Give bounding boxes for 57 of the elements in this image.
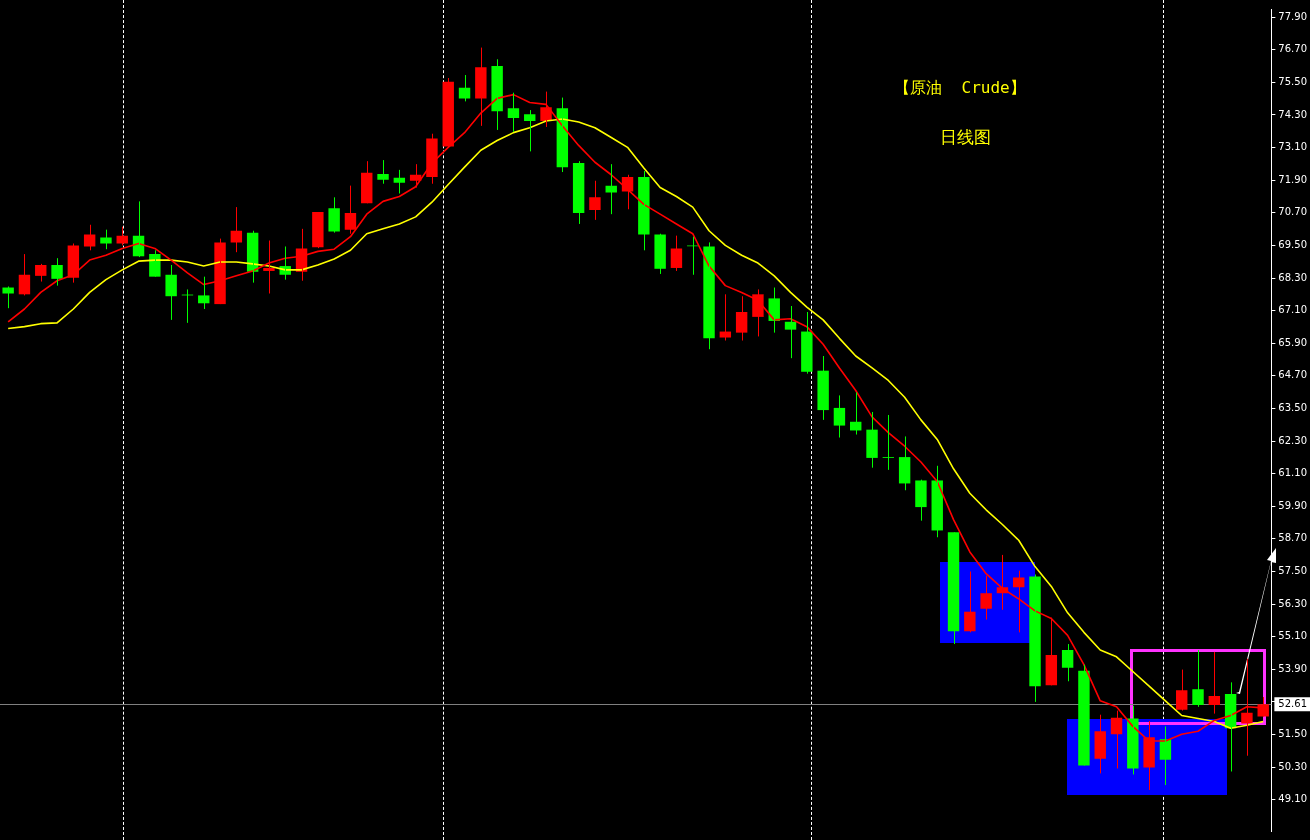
y-tick-label: 58.70 bbox=[1278, 532, 1308, 544]
y-tick-label: 76.70 bbox=[1278, 43, 1308, 55]
y-tick-label: 56.30 bbox=[1278, 597, 1308, 609]
candlestick bbox=[980, 575, 992, 621]
y-tick-label: 65.90 bbox=[1278, 336, 1308, 348]
candlestick bbox=[263, 240, 275, 295]
y-tick-label: 51.50 bbox=[1278, 728, 1308, 740]
candlestick bbox=[1078, 664, 1090, 767]
y-tick-label: 50.30 bbox=[1278, 760, 1308, 772]
candlestick bbox=[491, 58, 503, 131]
candlestick bbox=[377, 159, 389, 185]
candlestick bbox=[801, 311, 813, 375]
y-tick-label: 74.30 bbox=[1278, 108, 1308, 120]
y-tick-label: 62.30 bbox=[1278, 434, 1308, 446]
candlestick bbox=[165, 264, 177, 321]
candlestick bbox=[882, 414, 895, 471]
candlestick bbox=[670, 235, 683, 272]
y-tick-label: 70.70 bbox=[1278, 206, 1308, 218]
candlestick bbox=[654, 233, 666, 275]
candlestick bbox=[589, 180, 601, 221]
candlestick bbox=[1029, 573, 1041, 703]
y-tick-label: 49.10 bbox=[1278, 793, 1308, 805]
candlestick bbox=[866, 411, 878, 469]
y-tick-label: 59.90 bbox=[1278, 499, 1308, 511]
y-tick-label: 69.50 bbox=[1278, 239, 1308, 250]
candlestick bbox=[1127, 705, 1139, 775]
y-tick-label: 73.10 bbox=[1278, 141, 1308, 153]
text: 日线图 bbox=[938, 126, 992, 149]
candlestick bbox=[1192, 649, 1204, 708]
candlestick bbox=[149, 249, 161, 278]
y-tick-label: 61.10 bbox=[1278, 467, 1308, 479]
ref-line-label: 52.61 bbox=[1278, 697, 1308, 709]
y-tick-label: 77.90 bbox=[1278, 10, 1308, 22]
candlestick bbox=[214, 238, 226, 305]
y-tick-label: 68.30 bbox=[1278, 271, 1308, 283]
candlestick bbox=[817, 355, 829, 421]
candlestick bbox=[2, 285, 14, 309]
text: 【原油 Crude】 bbox=[893, 78, 1027, 99]
y-tick-label: 64.70 bbox=[1278, 369, 1308, 381]
candlestick bbox=[100, 229, 112, 250]
candlestick bbox=[638, 170, 650, 251]
candlestick bbox=[915, 479, 927, 522]
candlestick bbox=[312, 211, 324, 249]
y-tick-label: 63.50 bbox=[1278, 402, 1308, 414]
y-tick-label: 53.90 bbox=[1278, 662, 1308, 674]
candlestick bbox=[687, 236, 699, 276]
candlestick bbox=[964, 570, 976, 633]
y-tick-label: 57.50 bbox=[1278, 565, 1308, 577]
candlestick bbox=[524, 109, 536, 152]
y-tick-label: 67.10 bbox=[1278, 304, 1308, 316]
candlestick bbox=[703, 241, 715, 350]
y-tick-label: 71.90 bbox=[1278, 173, 1308, 185]
candlestick bbox=[51, 257, 63, 287]
candlestick bbox=[328, 196, 340, 234]
y-tick-label: 55.10 bbox=[1278, 630, 1308, 642]
y-tick-label: 75.50 bbox=[1278, 75, 1308, 87]
candlestick bbox=[1176, 669, 1188, 712]
